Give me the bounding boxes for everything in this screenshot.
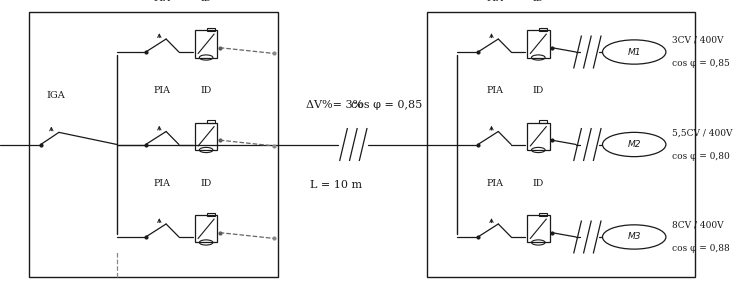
Text: ID: ID (533, 86, 544, 95)
Text: M3: M3 (627, 232, 641, 242)
Text: 3CV / 400V: 3CV / 400V (672, 36, 723, 45)
Circle shape (602, 225, 666, 249)
Bar (427, 12, 695, 277)
Text: M2: M2 (627, 140, 641, 149)
Bar (195, 215, 217, 242)
Text: PIA: PIA (486, 0, 503, 3)
Text: IGA: IGA (47, 91, 65, 100)
Bar (207, 120, 215, 123)
Text: cos φ = 0,80: cos φ = 0,80 (672, 151, 729, 161)
Bar (539, 28, 547, 31)
Bar (195, 123, 217, 150)
Text: ID: ID (533, 0, 544, 3)
Bar (527, 215, 550, 242)
Bar (539, 213, 547, 216)
Bar (207, 28, 215, 31)
Circle shape (602, 40, 666, 64)
Text: PIA: PIA (154, 0, 171, 3)
Text: PIA: PIA (486, 86, 503, 95)
Bar (195, 30, 217, 58)
Text: 5,5CV / 400V: 5,5CV / 400V (672, 128, 732, 138)
Bar (527, 123, 550, 150)
Text: M1: M1 (627, 47, 641, 57)
Text: cos φ = 0,85: cos φ = 0,85 (351, 101, 422, 110)
Circle shape (602, 132, 666, 157)
Text: PIA: PIA (486, 179, 503, 188)
Text: ΔV%= 3%: ΔV%= 3% (306, 101, 363, 110)
Bar (527, 30, 550, 58)
Bar (29, 12, 278, 277)
Bar (207, 213, 215, 216)
Text: PIA: PIA (154, 86, 171, 95)
Text: ID: ID (533, 179, 544, 188)
Text: L = 10 m: L = 10 m (310, 180, 362, 190)
Text: cos φ = 0,88: cos φ = 0,88 (672, 244, 729, 253)
Text: ID: ID (201, 0, 211, 3)
Text: ID: ID (201, 179, 211, 188)
Text: 8CV / 400V: 8CV / 400V (672, 221, 723, 230)
Text: PIA: PIA (154, 179, 171, 188)
Text: cos φ = 0,85: cos φ = 0,85 (672, 59, 730, 68)
Text: ID: ID (201, 86, 211, 95)
Bar (539, 120, 547, 123)
